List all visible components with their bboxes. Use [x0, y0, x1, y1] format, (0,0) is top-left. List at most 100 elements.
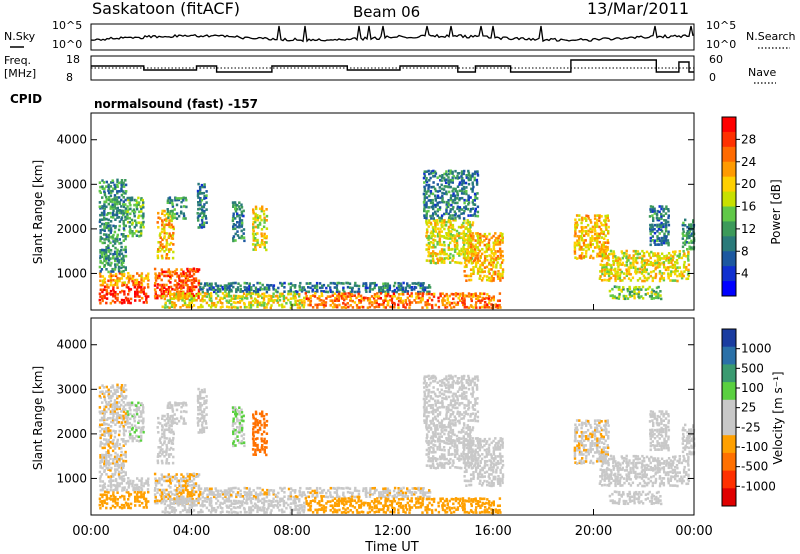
velocity-cell: [169, 475, 172, 479]
power-cell: [457, 234, 461, 238]
power-cell: [434, 212, 438, 216]
power-cell: [648, 285, 651, 289]
power-cell: [606, 254, 610, 258]
velocity-cell: [197, 495, 201, 499]
power-cell: [650, 292, 653, 295]
power-cell: [441, 219, 444, 222]
power-cell: [492, 270, 495, 274]
power-cell: [422, 176, 426, 180]
power-cell: [476, 246, 479, 249]
power-cell: [690, 223, 693, 226]
power-cell: [135, 229, 138, 233]
power-cell: [434, 203, 437, 207]
power-cell: [472, 245, 475, 248]
velocity-cell: [214, 510, 217, 514]
power-cell: [442, 241, 446, 244]
power-cell: [241, 295, 244, 298]
power-cell: [432, 238, 435, 242]
power-cell: [443, 294, 447, 298]
power-cell: [613, 295, 616, 298]
power-cell: [581, 252, 584, 255]
power-cell: [585, 249, 588, 253]
power-cell: [451, 223, 455, 227]
power-cell: [154, 292, 157, 295]
power-cell: [203, 197, 206, 200]
power-cell: [122, 233, 125, 236]
velocity-cell: [197, 484, 201, 488]
power-cell: [685, 266, 688, 269]
velocity-cell: [201, 428, 204, 431]
power-cell: [578, 235, 582, 238]
power-cell: [474, 294, 478, 297]
power-cell: [111, 299, 115, 303]
power-cell: [498, 276, 502, 280]
power-cell: [357, 295, 360, 298]
power-cell: [625, 272, 628, 276]
power-cell: [254, 243, 257, 247]
power-cell: [223, 296, 226, 300]
power-cell: [496, 243, 500, 246]
velocity-cell: [232, 510, 236, 514]
power-cell: [128, 230, 131, 233]
power-cell: [260, 234, 264, 238]
velocity-cell: [145, 503, 148, 507]
power-cell: [204, 217, 208, 220]
velocity-cell: [113, 500, 117, 503]
velocity-cell: [259, 419, 262, 423]
velocity-cell: [138, 504, 141, 507]
power-cell: [365, 284, 368, 287]
velocity-cell: [249, 499, 253, 503]
power-cell: [186, 292, 189, 296]
velocity-cell: [165, 417, 169, 421]
power-cell: [177, 274, 180, 278]
power-cell: [656, 261, 659, 265]
velocity-cell: [267, 504, 270, 508]
power-cell: [165, 245, 168, 249]
power-cell: [488, 232, 491, 236]
power-cell: [117, 265, 121, 269]
power-cell: [120, 216, 124, 219]
power-cell: [239, 305, 242, 309]
power-cell: [115, 255, 119, 258]
power-cell: [118, 272, 122, 275]
power-cell: [578, 243, 581, 246]
power-cell: [500, 235, 504, 238]
velocity-cell: [107, 444, 111, 448]
power-cell: [120, 257, 123, 260]
velocity-cell: [103, 421, 106, 424]
velocity-cell: [169, 453, 173, 456]
power-cell: [449, 241, 452, 245]
power-cell: [105, 290, 109, 293]
power-cell: [166, 305, 169, 309]
power-cell: [492, 245, 495, 249]
velocity-cell: [99, 423, 102, 427]
power-cell: [129, 274, 132, 278]
power-cell: [440, 248, 444, 251]
power-cell: [208, 298, 212, 302]
velocity-cell: [250, 501, 253, 505]
power-cell: [200, 211, 203, 215]
power-cell: [232, 214, 235, 218]
power-cell: [596, 234, 599, 238]
power-cell: [240, 234, 244, 238]
power-cell: [171, 297, 174, 300]
power-cell: [208, 286, 211, 289]
velocity-cell: [182, 477, 185, 481]
power-cell: [221, 287, 225, 291]
velocity-cell: [113, 418, 116, 422]
power-cell: [227, 292, 231, 296]
velocity-cell: [234, 410, 238, 413]
velocity-cell: [164, 499, 167, 503]
power-cell: [294, 290, 298, 293]
power-cell: [174, 198, 177, 202]
power-cell: [188, 275, 192, 278]
power-cell: [242, 236, 246, 239]
power-cell: [433, 170, 437, 174]
power-cell: [580, 229, 584, 233]
power-cell: [219, 290, 222, 293]
velocity-cell: [238, 428, 241, 432]
power-cell: [483, 297, 486, 301]
power-cell: [583, 234, 586, 237]
power-cell: [256, 241, 259, 244]
velocity-cell: [154, 481, 157, 485]
